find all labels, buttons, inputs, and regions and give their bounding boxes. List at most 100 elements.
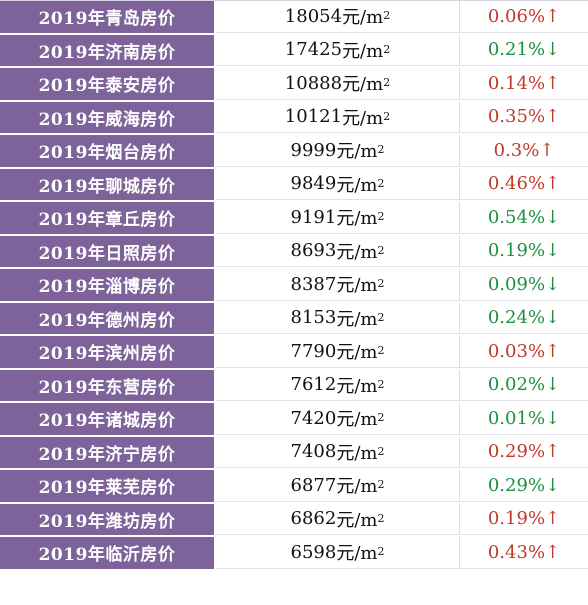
change-value: 0.29% [487,474,546,496]
city-label: 2019年莱芜房价 [0,470,216,502]
arrow-up-icon: ↑ [545,106,561,128]
price-value: 8153 [290,307,337,329]
change-value: 0.54% [487,206,546,228]
price-cell: 7420 元/m 2 [216,403,460,435]
price-value: 9849 [290,173,337,195]
change-value: 0.06% [487,5,546,27]
price-value: 17425 [284,39,343,61]
price-unit: 元/m [336,509,378,531]
change-value: 0.19% [487,240,546,262]
price-unit: 元/m [336,342,378,364]
arrow-down-icon: ↓ [545,273,561,295]
arrow-up-icon: ↑ [545,508,561,530]
change-value: 0.24% [487,307,546,329]
change-value: 0.02% [487,374,546,396]
table-row: 2019年济南房价 17425 元/m 2 0.21% ↓ [0,34,588,68]
change-cell: 0.19% ↓ [460,235,588,267]
price-cell: 7408 元/m 2 [216,436,460,468]
change-cell: 0.03% ↑ [460,336,588,368]
price-cell: 8153 元/m 2 [216,302,460,334]
price-cell: 8387 元/m 2 [216,269,460,301]
change-cell: 0.19% ↑ [460,503,588,535]
price-cell: 10888 元/m 2 [216,68,460,100]
price-unit: 元/m [342,40,384,62]
arrow-down-icon: ↓ [545,307,561,329]
price-cell: 17425 元/m 2 [216,34,460,66]
price-cell: 9999 元/m 2 [216,135,460,167]
change-cell: 0.14% ↑ [460,68,588,100]
city-label: 2019年章丘房价 [0,202,216,234]
change-value: 0.09% [487,273,546,295]
city-label: 2019年淄博房价 [0,269,216,301]
arrow-down-icon: ↓ [545,206,561,228]
price-unit: 元/m [336,476,378,498]
price-cell: 6877 元/m 2 [216,470,460,502]
table-row: 2019年泰安房价 10888 元/m 2 0.14% ↑ [0,68,588,102]
arrow-down-icon: ↓ [545,407,561,429]
city-label: 2019年滨州房价 [0,336,216,368]
table-row: 2019年淄博房价 8387 元/m 2 0.09% ↓ [0,269,588,303]
table-row: 2019年诸城房价 7420 元/m 2 0.01% ↓ [0,403,588,437]
price-unit: 元/m [336,442,378,464]
change-value: 0.21% [487,39,546,61]
city-label: 2019年聊城房价 [0,168,216,200]
table-row: 2019年青岛房价 18054 元/m 2 0.06% ↑ [0,1,588,35]
price-value: 7612 [290,374,337,396]
price-value: 10121 [284,106,343,128]
price-table: 2019年青岛房价 18054 元/m 2 0.06% ↑ 2019年济南房价 17425 元/… [0,0,588,571]
change-value: 0.35% [487,106,546,128]
table-row: 2019年莱芜房价 6877 元/m 2 0.29% ↓ [0,470,588,504]
change-value: 0.29% [487,441,546,463]
city-label: 2019年日照房价 [0,235,216,267]
city-label: 2019年德州房价 [0,302,216,334]
price-unit: 元/m [336,275,378,297]
price-value: 7420 [290,407,337,429]
price-value: 6862 [290,508,337,530]
price-cell: 6598 元/m 2 [216,537,460,569]
table-row: 2019年烟台房价 9999 元/m 2 0.3% ↑ [0,135,588,169]
price-value: 6598 [290,541,337,563]
arrow-down-icon: ↓ [545,374,561,396]
arrow-down-icon: ↓ [545,474,561,496]
change-value: 0.14% [487,72,546,94]
arrow-up-icon: ↑ [545,441,561,463]
change-cell: 0.21% ↓ [460,34,588,66]
city-label: 2019年临沂房价 [0,537,216,569]
price-unit: 元/m [336,409,378,431]
price-value: 8387 [290,273,337,295]
change-cell: 0.01% ↓ [460,403,588,435]
change-cell: 0.29% ↑ [460,436,588,468]
price-value: 10888 [284,72,343,94]
price-unit: 元/m [342,74,384,96]
change-cell: 0.3% ↑ [460,135,588,167]
city-label: 2019年青岛房价 [0,1,216,33]
price-cell: 18054 元/m 2 [216,1,460,33]
price-unit: 元/m [342,7,384,29]
table-row: 2019年临沂房价 6598 元/m 2 0.43% ↑ [0,537,588,571]
change-cell: 0.35% ↑ [460,101,588,133]
arrow-up-icon: ↑ [545,173,561,195]
price-cell: 7612 元/m 2 [216,369,460,401]
change-cell: 0.09% ↓ [460,269,588,301]
price-unit: 元/m [336,141,378,163]
price-unit: 元/m [336,543,378,565]
change-cell: 0.06% ↑ [460,1,588,33]
change-cell: 0.43% ↑ [460,537,588,569]
price-unit: 元/m [336,375,378,397]
change-cell: 0.46% ↑ [460,168,588,200]
table-row: 2019年济宁房价 7408 元/m 2 0.29% ↑ [0,436,588,470]
arrow-down-icon: ↓ [545,240,561,262]
city-label: 2019年济宁房价 [0,436,216,468]
arrow-up-icon: ↑ [545,72,561,94]
change-value: 0.03% [487,340,546,362]
price-unit: 元/m [336,208,378,230]
change-value: 0.3% [493,139,540,161]
price-value: 8693 [290,240,337,262]
change-cell: 0.02% ↓ [460,369,588,401]
price-cell: 6862 元/m 2 [216,503,460,535]
arrow-up-icon: ↑ [539,139,555,161]
city-label: 2019年潍坊房价 [0,503,216,535]
price-value: 7790 [290,340,337,362]
arrow-up-icon: ↑ [545,340,561,362]
price-value: 6877 [290,474,337,496]
